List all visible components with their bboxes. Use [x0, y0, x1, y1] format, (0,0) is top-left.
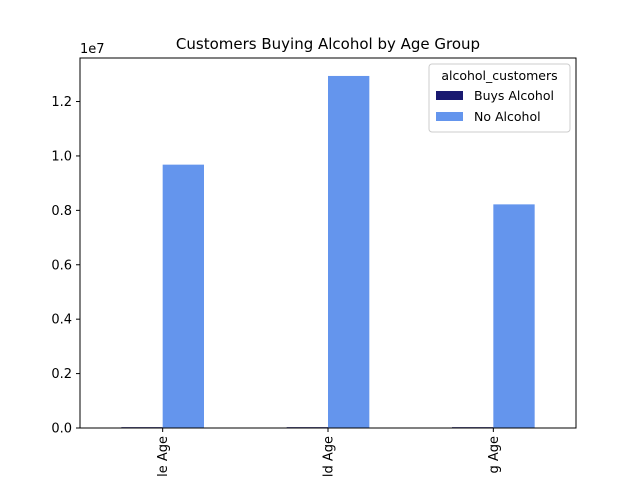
bar-no-alcohol-2 [493, 204, 535, 428]
y-tick-label: 0.4 [51, 313, 72, 328]
y-tick-label: 0.6 [51, 258, 72, 273]
legend-label-buys-alcohol: Buys Alcohol [474, 88, 554, 103]
bar-no-alcohol-0 [162, 164, 204, 428]
y-tick-label: 0.0 [51, 422, 72, 437]
x-axis: le Age ld Age g Age [156, 428, 502, 477]
legend-box [428, 63, 571, 133]
chart-title: Customers Buying Alcohol by Age Group [176, 35, 480, 53]
y-tick-label: 0.8 [51, 204, 72, 219]
plot-frame [79, 57, 577, 429]
x-tick-label: g Age [487, 436, 502, 474]
y-tick-label: 1.2 [51, 95, 72, 110]
y-axis: 0.0 0.2 0.4 0.6 0.8 1.0 1.2 [51, 95, 80, 437]
y-tick-label: 0.2 [51, 367, 72, 382]
y-axis-offset-label: 1e7 [80, 42, 105, 57]
x-tick-label: ld Age [322, 436, 337, 477]
bars-group [121, 75, 535, 429]
legend: alcohol_customers Buys Alcohol No Alcohol [428, 63, 571, 133]
bar-no-alcohol-1 [328, 75, 370, 429]
legend-swatch-buys-alcohol [436, 91, 463, 100]
legend-title: alcohol_customers [441, 68, 557, 83]
legend-label-no-alcohol: No Alcohol [474, 109, 541, 124]
y-tick-label: 1.0 [51, 149, 72, 164]
x-tick-label: le Age [156, 436, 171, 477]
legend-swatch-no-alcohol [436, 112, 463, 121]
